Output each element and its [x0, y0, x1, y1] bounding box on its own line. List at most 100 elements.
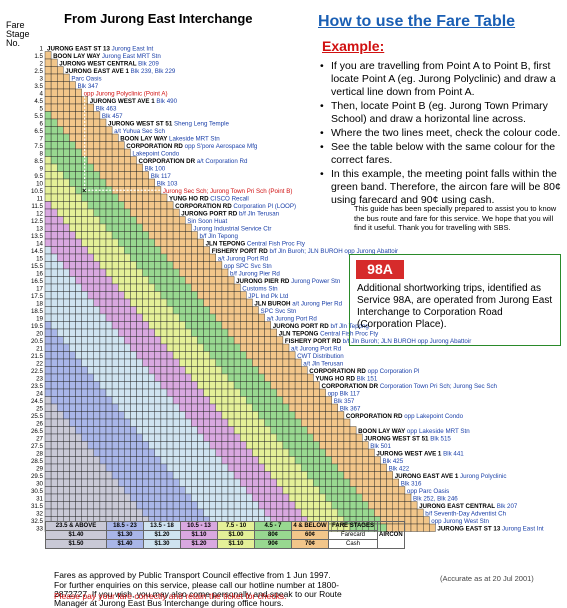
fare-cell: [307, 501, 314, 510]
fare-cell: [197, 471, 204, 480]
fare-cell: [111, 403, 119, 412]
fare-cell: [75, 253, 82, 262]
instruction-step: In this example, the meeting point falls…: [318, 168, 562, 207]
fare-cell: [124, 321, 131, 330]
fare-cell: [362, 501, 369, 510]
fare-cell: [172, 291, 180, 300]
fare-cell: [124, 478, 131, 487]
fare-cell: [142, 366, 149, 375]
fare-cell: [105, 486, 113, 495]
fare-cell: [178, 493, 186, 502]
fare-cell: [44, 103, 52, 112]
stop-label: JURONG EAST AVE 1 Blk 239, Blk 229: [65, 68, 176, 75]
fare-cell: [111, 478, 119, 487]
guide-note: This guide has been specially prepared t…: [354, 204, 557, 232]
fare-cell: [252, 456, 259, 465]
fare-cell: [221, 351, 229, 360]
fare-cell: [233, 433, 241, 442]
fare-cell: [160, 493, 168, 502]
stage-number: 20: [36, 331, 43, 338]
fare-cell: [227, 343, 235, 352]
fare-cell: [227, 441, 235, 450]
fare-cell: [233, 403, 241, 412]
fare-cell: [209, 433, 216, 442]
fare-cell: [136, 231, 143, 240]
fare-cell: [154, 246, 162, 255]
fare-cell: [44, 328, 52, 337]
fare-cell: [148, 478, 155, 487]
fare-cell: [57, 291, 64, 300]
fare-cell: [203, 366, 210, 375]
stage-number: 1: [40, 46, 44, 53]
stage-number: 30: [36, 481, 43, 488]
fare-cell: [209, 418, 216, 427]
fare-cell: [160, 336, 168, 345]
fare-cell: [319, 418, 326, 427]
fare-cell: [258, 366, 265, 375]
fare-cell: [93, 268, 101, 277]
fare-cell: [117, 381, 125, 390]
fare-cell: [331, 486, 339, 495]
fare-cell: [294, 471, 302, 480]
stage-number: 21: [36, 346, 43, 353]
stage-number: 30.5: [31, 488, 44, 495]
fare-cell: [50, 126, 58, 135]
fare-cell: [50, 426, 58, 435]
fare-cell: [142, 441, 149, 450]
fare-cell: [215, 291, 223, 300]
fare-cell: [233, 508, 241, 517]
fare-cell: [111, 193, 119, 202]
fare-cell: [258, 336, 265, 345]
fare-cell: [142, 396, 149, 405]
fare-cell: [93, 253, 101, 262]
fare-cell: [172, 208, 180, 217]
fare-cell: [57, 276, 64, 285]
fare-cell: [136, 508, 143, 517]
fare-cell: [209, 253, 216, 262]
fare-cell: [50, 403, 58, 412]
fare-cell: [105, 193, 113, 202]
fare-cell: [337, 448, 345, 457]
stop-label: YUNG HO RD CISCO Recall: [169, 196, 249, 203]
fare-cell: [75, 171, 82, 180]
fare-cell: [111, 201, 119, 210]
fare-cell: [142, 426, 149, 435]
fare-cell: [349, 433, 357, 442]
fare-cell: [148, 313, 155, 322]
fare-cell: [301, 471, 308, 480]
fare-cell: [50, 463, 58, 472]
fare-cell: [117, 508, 125, 517]
fare-cell: [44, 231, 52, 240]
fare-cell: [160, 216, 168, 225]
fare-cell: [50, 471, 58, 480]
fare-cell: [227, 321, 235, 330]
fare-cell: [166, 403, 174, 412]
fare-cell: [270, 501, 278, 510]
stop-label: Blk 367: [340, 406, 361, 413]
fare-cell: [160, 456, 168, 465]
fare-cell: [178, 216, 186, 225]
fare-cell: [166, 493, 174, 502]
fare-cell: [166, 223, 174, 232]
fare-cell: [99, 358, 107, 367]
fare-cell: [209, 486, 216, 495]
fare-band-table: 23.5 & ABOVE 18.5 - 23 13.5 - 18 10.5 - 13 7…: [45, 521, 405, 549]
fare-cell: [111, 441, 119, 450]
stop-label: Blk 357: [334, 398, 355, 405]
fare-cell: [343, 441, 351, 450]
fare-cell: [50, 343, 58, 352]
fare-cell: [124, 231, 131, 240]
fare-cell: [44, 283, 52, 292]
fare-cell: [136, 253, 143, 262]
fare-cell: [111, 148, 119, 157]
fare-cell: [75, 276, 82, 285]
fare-cell: [252, 448, 259, 457]
fare-cell: [105, 351, 113, 360]
fare-cell: [87, 261, 94, 270]
stage-number: 24.5: [31, 398, 44, 405]
fare-cell: [258, 328, 265, 337]
fare-cell: [319, 463, 326, 472]
fare-cell: [99, 328, 107, 337]
fare-cell: [215, 508, 223, 517]
fare-cell: [233, 426, 241, 435]
